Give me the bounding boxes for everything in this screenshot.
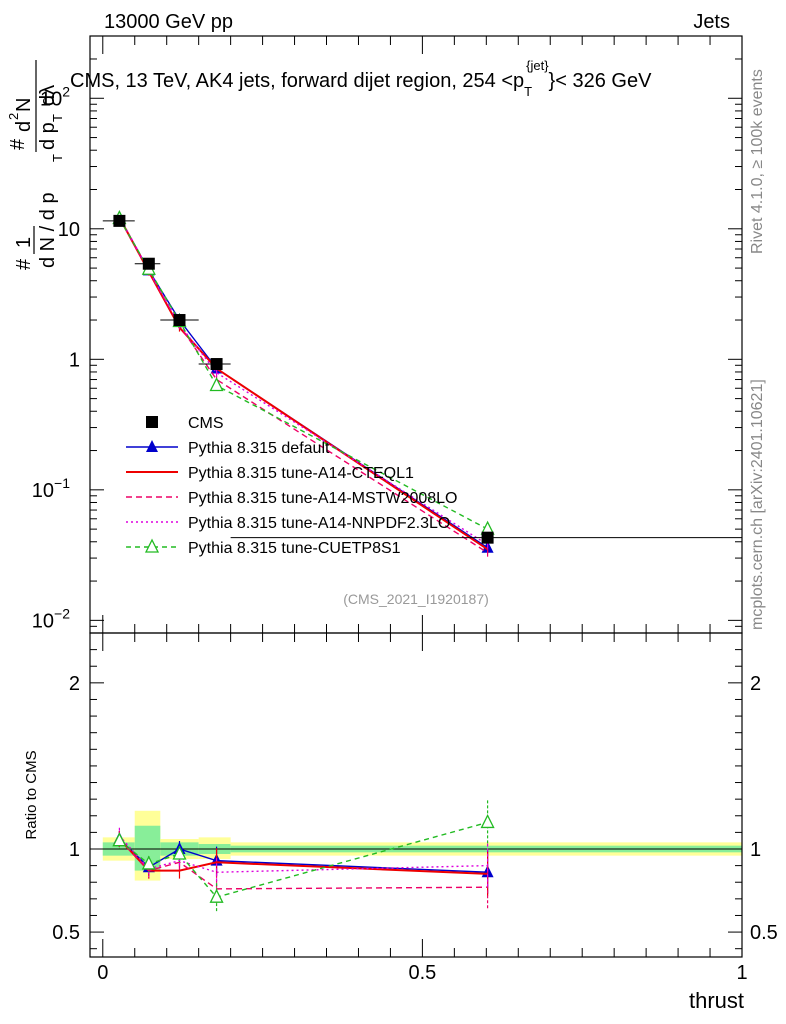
ratio-point-cuetp8s1 bbox=[209, 888, 224, 903]
point-cms bbox=[142, 257, 155, 270]
y-tick-label-exponent: −1 bbox=[54, 475, 70, 491]
x-tick-label: 0.5 bbox=[408, 962, 436, 984]
ylabel-dlambda: dλ bbox=[37, 85, 59, 106]
ylabel-d2: d bbox=[13, 121, 35, 132]
title-sub: T bbox=[524, 84, 532, 99]
x-axis-label: thrust bbox=[689, 988, 744, 1013]
ylabel-dp: d p bbox=[37, 122, 59, 150]
energy-label: 13000 GeV pp bbox=[104, 11, 233, 33]
ratio-y-tick-label-right: 1 bbox=[750, 839, 761, 861]
ratio-y-tick-label-left: 1 bbox=[69, 839, 80, 861]
legend-label-cuetp8s1: Pythia 8.315 tune-CUETP8S1 bbox=[188, 540, 401, 557]
ratio-y-tick-label-left: 0.5 bbox=[52, 922, 80, 944]
legend-label-mstw: Pythia 8.315 tune-A14-MSTW2008LO bbox=[188, 490, 457, 507]
ylabel-sub-t1: T bbox=[50, 154, 65, 162]
y-tick-label: 10−1 bbox=[32, 475, 70, 502]
y-tick-label: 10−2 bbox=[32, 605, 70, 632]
mcplots-label: mcplots.cern.ch [arXiv:2401.10621] bbox=[749, 379, 766, 630]
legend-label-cms: CMS bbox=[188, 415, 224, 432]
main-data-marks bbox=[102, 210, 742, 557]
y-tick-label: 10 bbox=[58, 219, 80, 241]
ratio-y-tick-label-right: 2 bbox=[750, 673, 761, 695]
y-tick-label-mantissa: 10 bbox=[32, 480, 54, 502]
y-tick-label-exponent: 2 bbox=[62, 83, 70, 99]
ratio-y-axis-label: Ratio to CMS bbox=[23, 750, 40, 839]
ratio-point-cuetp8s1 bbox=[141, 855, 156, 870]
y-tick-label: 102 bbox=[40, 83, 70, 110]
category-label: Jets bbox=[693, 11, 730, 33]
ylabel-one: 1 bbox=[13, 237, 35, 248]
x-tick-label: 0 bbox=[97, 962, 108, 984]
point-cms bbox=[210, 358, 223, 371]
analysis-id: (CMS_2021_I1920187) bbox=[343, 591, 489, 607]
legend-label-default: Pythia 8.315 default bbox=[188, 440, 330, 457]
ylabel-N: N bbox=[13, 98, 35, 112]
point-cms bbox=[173, 314, 186, 327]
point-cms bbox=[481, 531, 494, 544]
x-tick-label: 1 bbox=[736, 962, 747, 984]
ylabel-hash-2: # bbox=[7, 138, 29, 150]
title-main: CMS, 13 TeV, AK4 jets, forward dijet reg… bbox=[70, 70, 524, 92]
ratio-plot-panel: 0.5 0.51 12 20 0.5 1 bbox=[52, 632, 778, 984]
point-cuetp8s1 bbox=[209, 377, 224, 392]
y-tick-label-mantissa: 10 bbox=[58, 219, 80, 241]
ylabel-exp2: 2 bbox=[6, 113, 21, 120]
y-tick-label-mantissa: 1 bbox=[69, 349, 80, 371]
ratio-y-tick-label-right: 0.5 bbox=[750, 922, 778, 944]
legend: CMS Pythia 8.315 default Pythia 8.315 tune… bbox=[126, 415, 457, 557]
title-sup: {jet} bbox=[526, 58, 549, 73]
ratio-data-marks bbox=[112, 800, 495, 912]
rivet-label: Rivet 4.1.0, ≥ 100k events bbox=[749, 69, 766, 254]
series-line-cuetp8s1 bbox=[118, 218, 488, 530]
title-tail: }< 326 GeV bbox=[549, 70, 653, 92]
ratio-point-cuetp8s1 bbox=[112, 832, 127, 847]
legend-marker-default bbox=[146, 440, 158, 452]
ratio-axis-ticks: 0.5 0.51 12 20 0.5 1 bbox=[52, 632, 778, 984]
y-tick-label: 1 bbox=[69, 349, 80, 371]
y-tick-label-mantissa: 10 bbox=[40, 88, 62, 110]
ylabel-hash: # bbox=[13, 258, 35, 270]
y-tick-label-exponent: −2 bbox=[54, 605, 70, 621]
legend-marker-cms bbox=[146, 416, 158, 428]
chart-title: CMS, 13 TeV, AK4 jets, forward dijet reg… bbox=[70, 58, 652, 99]
ratio-y-tick-label-left: 2 bbox=[69, 673, 80, 695]
ratio-point-cuetp8s1 bbox=[480, 813, 495, 829]
ratio-plot-frame bbox=[89, 632, 743, 958]
legend-label-cteql1: Pythia 8.315 tune-A14-CTEQL1 bbox=[188, 465, 414, 482]
ratio-point-cuetp8s1 bbox=[172, 845, 187, 860]
legend-label-nnpdf: Pythia 8.315 tune-A14-NNPDF2.3LO bbox=[188, 515, 450, 532]
legend-marker-cuetp8s1 bbox=[144, 538, 160, 553]
main-y-axis-label: # 1 d N / d p T # d 2 N d p T dλ bbox=[6, 60, 65, 270]
y-tick-label-mantissa: 10 bbox=[32, 610, 54, 632]
ylabel-denominator: d N / d p bbox=[37, 192, 59, 268]
ratio-line-cuetp8s1 bbox=[118, 821, 488, 898]
point-cms bbox=[113, 214, 126, 227]
ylabel-sub-t2: T bbox=[50, 114, 65, 122]
